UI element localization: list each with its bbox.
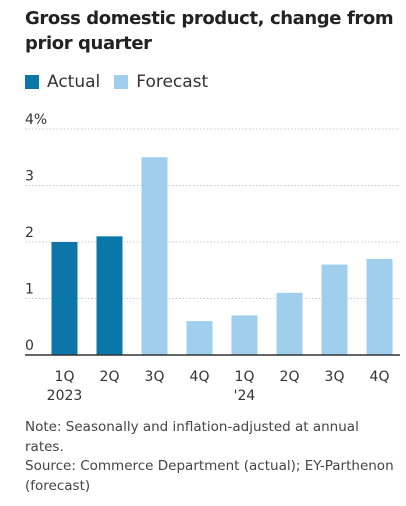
y-tick-label: 1 (25, 282, 34, 298)
x-tick-sublabel: '24 (234, 388, 256, 404)
chart-legend: Actual Forecast (25, 70, 222, 94)
y-tick-label: 2 (25, 225, 34, 241)
bar-chart: 4% 3 2 1 0 1Q 2023 2Q 3Q 4Q 1Q '24 2Q 3Q 4Q (25, 112, 400, 404)
bar (51, 242, 78, 355)
source-text: Source: Commerce Department (actual); EY… (25, 458, 394, 494)
chart-notes: Note: Seasonally and inflation-adjusted … (25, 418, 397, 496)
chart-title: Gross domestic product, change from prio… (25, 8, 394, 54)
legend-swatch-forecast (114, 75, 129, 89)
legend-swatch-actual (25, 75, 39, 89)
x-tick-sublabel: 2023 (47, 388, 83, 404)
x-tick-label: 1Q (235, 369, 255, 385)
x-tick-label: 1Q (55, 369, 75, 385)
bar (231, 315, 258, 355)
bar (141, 157, 168, 355)
x-tick-label: 2Q (280, 369, 300, 385)
x-tick-label: 4Q (370, 369, 390, 385)
bar (186, 321, 213, 355)
y-tick-label: 3 (25, 169, 34, 185)
legend-item-forecast: Forecast (114, 72, 208, 92)
bar (321, 264, 348, 355)
x-tick-label: 4Q (190, 369, 210, 385)
x-tick-label: 2Q (100, 369, 120, 385)
bar (366, 258, 393, 355)
y-tick-label: 4% (25, 112, 47, 128)
bar (276, 292, 303, 355)
x-tick-label: 3Q (145, 369, 165, 385)
y-tick-label: 0 (25, 338, 34, 354)
legend-label-actual: Actual (47, 72, 101, 92)
bar (96, 236, 123, 355)
legend-item-actual: Actual (25, 72, 100, 92)
note-text: Note: Seasonally and inflation-adjusted … (25, 419, 359, 455)
legend-label-forecast: Forecast (136, 72, 209, 92)
x-tick-label: 3Q (325, 369, 345, 385)
